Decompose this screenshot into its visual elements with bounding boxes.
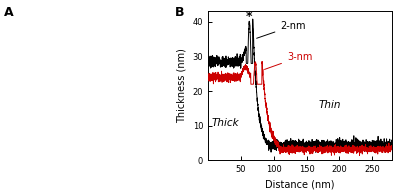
Text: *: * bbox=[246, 10, 253, 23]
Text: 2-nm: 2-nm bbox=[257, 21, 306, 38]
Text: A: A bbox=[4, 6, 14, 19]
Text: Thin: Thin bbox=[318, 100, 341, 110]
Text: B: B bbox=[175, 6, 184, 19]
Text: 3-nm: 3-nm bbox=[264, 52, 312, 70]
Text: Thick: Thick bbox=[212, 118, 240, 128]
Y-axis label: Thickness (nm): Thickness (nm) bbox=[177, 49, 187, 123]
X-axis label: Distance (nm): Distance (nm) bbox=[265, 180, 335, 190]
